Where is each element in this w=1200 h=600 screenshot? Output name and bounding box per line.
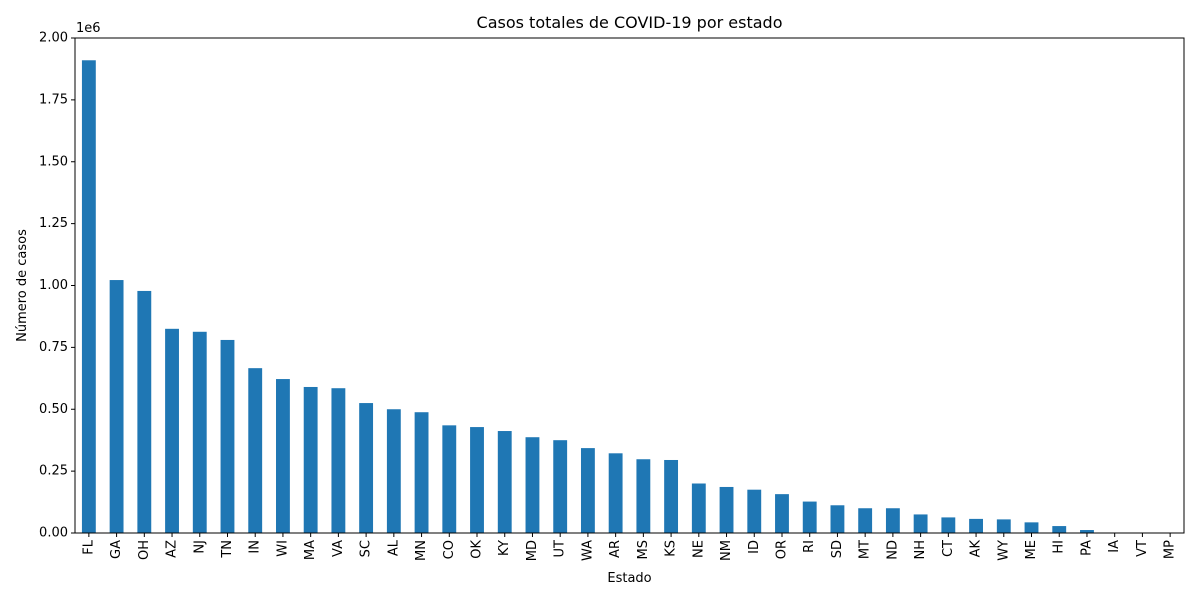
bar-nj <box>192 331 207 533</box>
bar-wa <box>580 448 595 533</box>
bar-sc <box>359 403 374 533</box>
x-tick-label: CO <box>442 540 457 559</box>
bar-sd <box>830 505 845 533</box>
x-axis-title: Estado <box>607 571 651 586</box>
y-tick-label: 0.50 <box>39 402 68 417</box>
x-tick-label: NJ <box>192 540 207 554</box>
x-tick-label: MT <box>858 540 873 559</box>
bar-oh <box>137 290 152 533</box>
bar-mn <box>414 412 429 533</box>
x-tick-label: AZ <box>165 540 180 558</box>
bar-me <box>1024 522 1039 533</box>
x-tick-label: AK <box>969 540 984 558</box>
bar-al <box>386 409 401 533</box>
x-tick-label: GA <box>109 540 124 559</box>
y-axis-title: Número de casos <box>15 229 30 342</box>
bar-nd <box>885 508 900 533</box>
x-tick-label: RI <box>802 540 817 553</box>
y-tick-label: 1.50 <box>39 154 68 169</box>
x-tick-label: TN <box>220 540 235 559</box>
x-tick-label: OH <box>137 540 152 560</box>
x-tick-label: MS <box>636 540 651 559</box>
plot-frame <box>74 37 1185 534</box>
bar-hi <box>1052 526 1067 533</box>
bar-ms <box>636 459 651 533</box>
bar-id <box>747 489 762 533</box>
x-tick-label: SD <box>830 540 845 558</box>
chart-title: Casos totales de COVID-19 por estado <box>477 13 783 32</box>
x-tick-label: KY <box>497 540 512 556</box>
bar-or <box>775 494 789 533</box>
bar-ar <box>608 453 623 533</box>
bar-wy <box>996 519 1011 533</box>
y-tick-label: 1.00 <box>39 278 68 293</box>
bars-group <box>81 60 1178 534</box>
bar-ga <box>109 280 124 533</box>
x-tick-label: IN <box>248 540 263 554</box>
bar-ky <box>497 431 512 533</box>
x-tick-label: UT <box>553 540 568 558</box>
bar-az <box>165 328 179 533</box>
x-tick-label: IA <box>1107 540 1122 553</box>
x-tick-label: MP <box>1163 540 1178 559</box>
bar-tn <box>220 339 235 533</box>
bar-co <box>442 425 457 533</box>
x-tick-label: AL <box>386 539 401 556</box>
x-tick-label: VA <box>331 540 346 557</box>
bar-ok <box>470 427 484 533</box>
x-tick-label: WY <box>996 540 1011 561</box>
bar-pa <box>1080 530 1094 533</box>
x-tick-label: SC <box>359 540 374 557</box>
x-tick-label: NE <box>691 540 706 558</box>
x-tick-label: VT <box>1135 540 1150 557</box>
x-tick-label: ME <box>1024 540 1039 559</box>
bar-fl <box>81 60 96 534</box>
x-tick-label: HI <box>1052 540 1067 554</box>
x-tick-label: OK <box>470 540 485 559</box>
bar-ut <box>553 440 568 533</box>
y-tick-label: 1.75 <box>39 92 68 107</box>
x-tick-label: ID <box>747 540 762 554</box>
x-tick-label: ND <box>885 540 900 560</box>
bar-ak <box>969 518 983 533</box>
x-tick-label: WA <box>580 540 595 561</box>
x-tick-label: WI <box>275 540 290 557</box>
bar-mt <box>858 508 873 533</box>
y-tick-label: 1.25 <box>39 216 68 231</box>
x-tick-label: MD <box>525 540 540 561</box>
y-tick-label: 0.00 <box>39 526 68 541</box>
bar-md <box>525 437 540 533</box>
x-tick-label: MA <box>303 540 318 560</box>
x-tick-label: FL <box>81 539 96 554</box>
y-tick-label: 0.75 <box>39 340 68 355</box>
bar-ne <box>691 483 706 533</box>
x-tick-label: PA <box>1079 540 1094 556</box>
y-axis-ticks: 0.00 0.25 0.50 0.75 1.00 1.25 1.50 1.75 2.00 <box>39 31 75 541</box>
y-tick-label: 2.00 <box>39 31 68 46</box>
x-tick-label: OR <box>774 540 789 559</box>
bar-va <box>331 388 346 533</box>
bar-ma <box>303 386 318 533</box>
bar-in <box>248 368 263 533</box>
y-offset-text: 1e6 <box>76 21 101 36</box>
bar-nm <box>719 486 734 533</box>
bar-nh <box>913 514 928 533</box>
x-tick-label: NH <box>913 540 928 560</box>
x-tick-label: AR <box>608 540 623 558</box>
bar-wi <box>276 379 290 533</box>
x-tick-label: KS <box>664 540 679 557</box>
x-axis-ticks: FL GA OH AZ NJ TN IN WI MA VA SC AL MN CO OK KY MD UT WA AR… <box>81 533 1178 561</box>
bar-ct <box>941 517 956 533</box>
y-tick-label: 0.25 <box>39 464 68 479</box>
x-tick-label: CT <box>941 540 956 557</box>
bar-ri <box>802 501 817 533</box>
x-tick-label: MN <box>414 540 429 561</box>
bar-ks <box>664 459 679 533</box>
x-tick-label: NM <box>719 540 734 561</box>
